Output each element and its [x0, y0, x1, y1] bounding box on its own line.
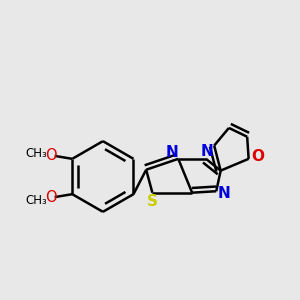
Text: CH₃: CH₃: [26, 147, 47, 160]
Text: N: N: [218, 186, 231, 201]
Text: N: N: [165, 145, 178, 160]
Text: O: O: [251, 149, 264, 164]
Text: N: N: [201, 144, 214, 159]
Text: O: O: [45, 190, 57, 205]
Text: S: S: [147, 194, 158, 209]
Text: O: O: [45, 148, 57, 164]
Text: CH₃: CH₃: [26, 194, 47, 207]
